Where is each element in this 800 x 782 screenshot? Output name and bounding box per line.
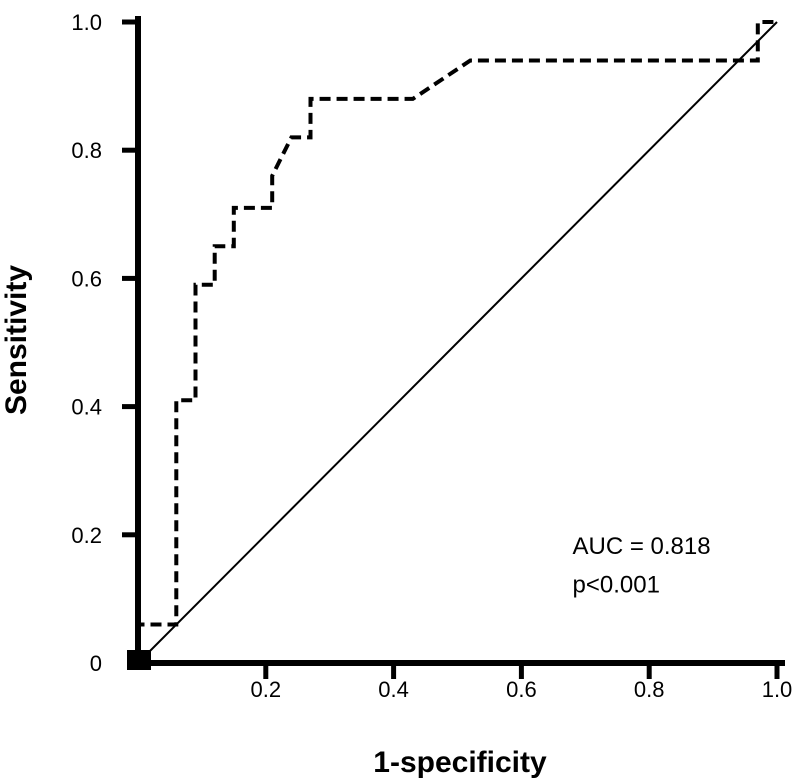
- p-value-annotation: p<0.001: [573, 571, 660, 598]
- x-tick-label: 1.0: [762, 677, 793, 702]
- y-tick-label: 0.2: [71, 523, 102, 548]
- y-tick-label: 0: [90, 651, 102, 676]
- origin-marker: [127, 650, 151, 670]
- x-tick-label: 0.6: [506, 677, 537, 702]
- roc-curve-line: [136, 20, 777, 663]
- x-tick-label: 0.2: [251, 677, 282, 702]
- y-tick-label: 0.4: [71, 395, 102, 420]
- plot-area: [136, 20, 778, 664]
- auc-annotation: AUC = 0.818: [573, 533, 711, 560]
- y-axis-ticks: 0 0.2 0.4 0.6 0.8 1.0: [71, 10, 138, 676]
- y-tick-label: 0.8: [71, 138, 102, 163]
- x-axis-title: 1-specificity: [373, 746, 547, 779]
- y-tick-label: 0.6: [71, 266, 102, 291]
- annotations: AUC = 0.818 p<0.001: [573, 533, 711, 598]
- x-axis-ticks: 0.2 0.4 0.6 0.8 1.0: [251, 663, 793, 702]
- reference-diagonal-line: [137, 21, 778, 664]
- y-axis-title: Sensitivity: [0, 265, 33, 415]
- x-tick-label: 0.4: [378, 677, 409, 702]
- y-tick-label: 1.0: [71, 10, 102, 35]
- x-tick-label: 0.8: [634, 677, 665, 702]
